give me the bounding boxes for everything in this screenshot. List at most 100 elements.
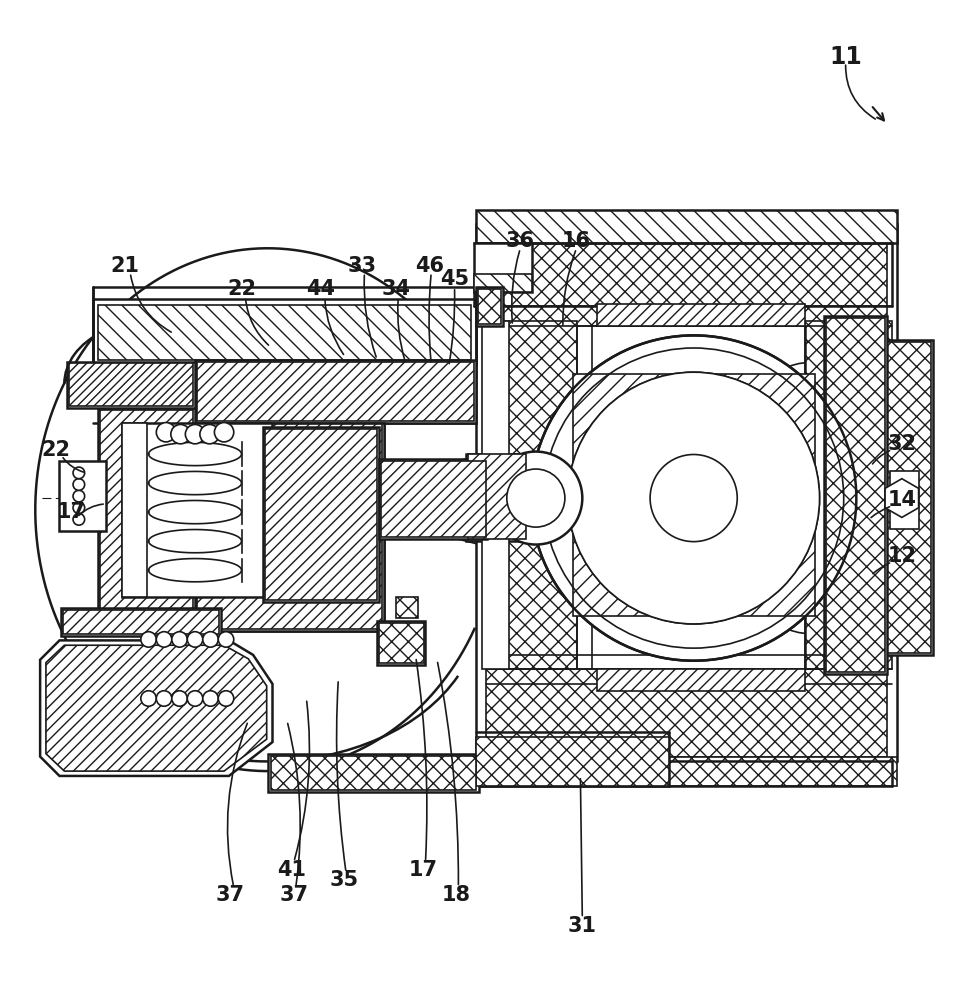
Bar bbox=[195, 423, 384, 631]
Text: 41: 41 bbox=[278, 860, 307, 880]
Bar bbox=[474, 274, 532, 292]
Circle shape bbox=[185, 424, 205, 444]
Bar bbox=[197, 362, 474, 421]
Bar bbox=[486, 239, 887, 326]
Bar bbox=[98, 305, 471, 360]
Bar bbox=[268, 754, 479, 792]
Circle shape bbox=[568, 372, 820, 624]
Circle shape bbox=[507, 469, 565, 527]
Circle shape bbox=[172, 632, 187, 647]
Circle shape bbox=[73, 490, 84, 502]
Text: 33: 33 bbox=[347, 256, 376, 276]
Polygon shape bbox=[885, 479, 919, 517]
Bar bbox=[476, 287, 503, 326]
Bar bbox=[890, 471, 920, 529]
Text: 12: 12 bbox=[887, 546, 917, 566]
Bar bbox=[478, 289, 501, 324]
Bar bbox=[805, 321, 892, 669]
Text: 36: 36 bbox=[506, 231, 535, 251]
Circle shape bbox=[172, 691, 187, 706]
Circle shape bbox=[73, 479, 84, 490]
Text: 44: 44 bbox=[307, 279, 335, 299]
Polygon shape bbox=[46, 645, 267, 771]
Bar bbox=[379, 459, 487, 539]
Bar bbox=[476, 210, 897, 243]
Circle shape bbox=[489, 452, 583, 545]
Circle shape bbox=[203, 632, 218, 647]
Text: 46: 46 bbox=[415, 256, 444, 276]
Bar bbox=[195, 360, 476, 423]
Bar bbox=[466, 454, 529, 541]
Polygon shape bbox=[40, 640, 273, 776]
Text: 34: 34 bbox=[382, 279, 411, 299]
Circle shape bbox=[218, 691, 234, 706]
Bar bbox=[93, 299, 476, 364]
Text: 14: 14 bbox=[887, 490, 917, 510]
Bar bbox=[379, 623, 423, 663]
Circle shape bbox=[156, 423, 176, 442]
Circle shape bbox=[187, 691, 203, 706]
Bar bbox=[476, 757, 897, 786]
Circle shape bbox=[531, 335, 856, 661]
Bar bbox=[381, 461, 486, 537]
Bar bbox=[122, 423, 273, 597]
Bar bbox=[63, 610, 219, 634]
Bar bbox=[100, 410, 193, 609]
Bar bbox=[377, 621, 425, 665]
Bar bbox=[826, 318, 886, 672]
Text: 35: 35 bbox=[329, 870, 358, 890]
Text: 31: 31 bbox=[568, 916, 597, 936]
Text: 22: 22 bbox=[227, 279, 256, 299]
Bar bbox=[885, 342, 931, 653]
Text: 16: 16 bbox=[562, 231, 591, 251]
Circle shape bbox=[651, 454, 737, 542]
Bar bbox=[482, 321, 509, 669]
Text: 17: 17 bbox=[409, 860, 438, 880]
Bar bbox=[476, 224, 897, 761]
Text: 22: 22 bbox=[41, 440, 70, 460]
Bar bbox=[61, 608, 221, 636]
Circle shape bbox=[141, 632, 156, 647]
Bar bbox=[263, 427, 379, 602]
Text: 17: 17 bbox=[56, 502, 85, 522]
Bar bbox=[122, 423, 147, 597]
Text: 21: 21 bbox=[111, 256, 140, 276]
Circle shape bbox=[73, 502, 84, 514]
Bar bbox=[396, 597, 418, 618]
Text: 37: 37 bbox=[216, 885, 245, 905]
Bar bbox=[573, 374, 815, 616]
Bar bbox=[67, 362, 195, 408]
Circle shape bbox=[171, 424, 190, 444]
Bar bbox=[265, 429, 377, 600]
Bar bbox=[98, 408, 195, 611]
Bar bbox=[486, 669, 887, 757]
Text: 45: 45 bbox=[440, 269, 469, 289]
Bar bbox=[824, 316, 887, 674]
Bar bbox=[474, 243, 532, 292]
Circle shape bbox=[73, 467, 84, 479]
Circle shape bbox=[156, 632, 172, 647]
Circle shape bbox=[187, 632, 203, 647]
Circle shape bbox=[156, 691, 172, 706]
Bar bbox=[476, 737, 669, 786]
Circle shape bbox=[218, 632, 234, 647]
Bar bbox=[271, 756, 476, 790]
Text: 32: 32 bbox=[887, 434, 917, 454]
Bar bbox=[197, 424, 382, 629]
Circle shape bbox=[215, 423, 234, 442]
Text: 18: 18 bbox=[442, 885, 471, 905]
Bar bbox=[597, 669, 805, 691]
Bar bbox=[486, 321, 578, 669]
Circle shape bbox=[203, 691, 218, 706]
Bar bbox=[883, 340, 933, 655]
Text: 11: 11 bbox=[829, 45, 862, 69]
Circle shape bbox=[568, 372, 820, 624]
Text: 37: 37 bbox=[280, 885, 308, 905]
Bar bbox=[69, 363, 193, 406]
Circle shape bbox=[73, 514, 84, 525]
Bar bbox=[468, 454, 526, 539]
Circle shape bbox=[200, 424, 219, 444]
Bar bbox=[59, 461, 106, 531]
Bar bbox=[597, 304, 805, 326]
Circle shape bbox=[141, 691, 156, 706]
